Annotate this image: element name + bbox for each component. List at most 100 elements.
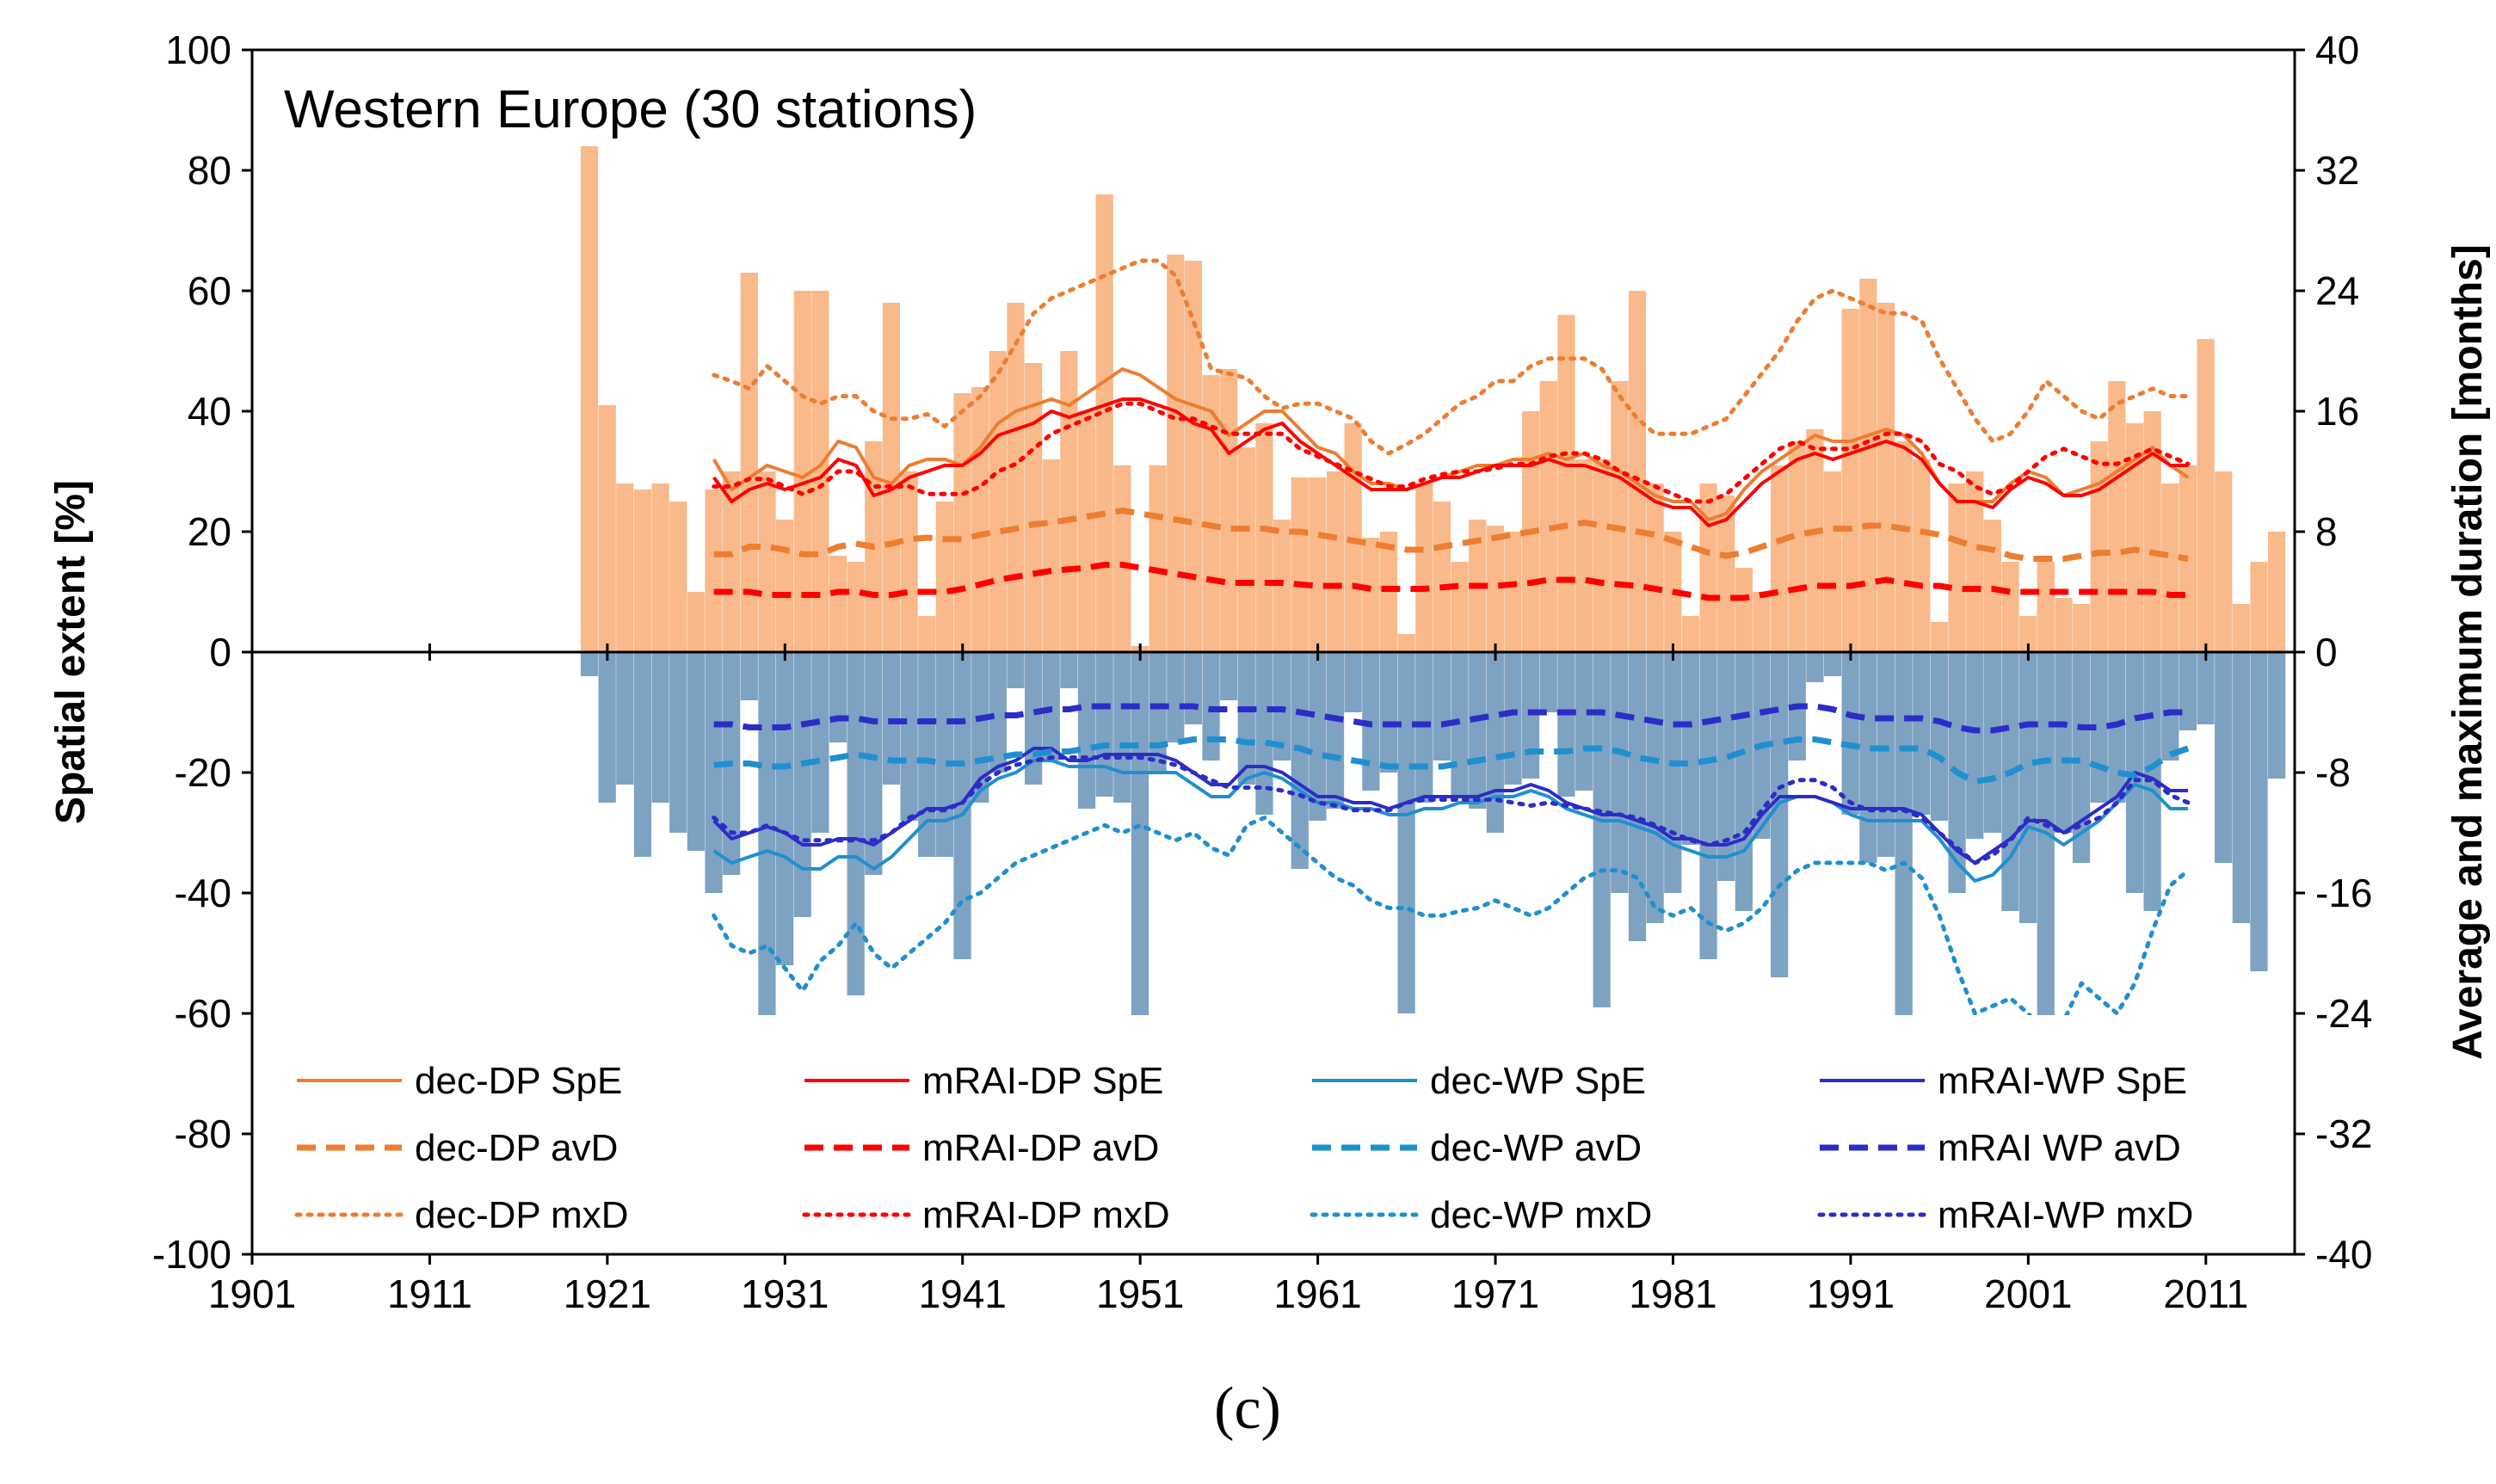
- bar-wp-2000: [2001, 652, 2019, 911]
- bar-wp-1998: [1966, 652, 1984, 839]
- legend-label: mRAI-DP avD: [922, 1127, 1159, 1169]
- bar-wp-1984: [1717, 652, 1735, 881]
- bar-wp-1920: [580, 652, 599, 676]
- bar-wp-1947: [1060, 652, 1078, 688]
- bar-wp-1976: [1575, 652, 1593, 791]
- bar-wp-1995: [1913, 652, 1931, 815]
- bar-dp-1984: [1717, 496, 1735, 652]
- bar-dp-2004: [2072, 604, 2091, 652]
- bar-wp-1939: [918, 652, 936, 857]
- legend-background: [258, 1015, 2289, 1243]
- legend-item: mRAI-DP mxD: [802, 1194, 1170, 1236]
- bar-dp-1990: [1823, 471, 1842, 652]
- bar-wp-1940: [935, 652, 953, 857]
- legend-item: mRAI-WP mxD: [1817, 1194, 2193, 1236]
- y-tick-label: -40: [175, 871, 231, 915]
- x-tick-label: 2001: [1984, 1272, 2072, 1316]
- bar-dp-1954: [1184, 261, 1203, 652]
- bar-wp-1931: [775, 652, 794, 965]
- bar-wp-1922: [616, 652, 634, 785]
- legend: dec-DP SpE mRAI-DP SpE dec-WP SpE mRAI-WP S…: [294, 1060, 2193, 1236]
- bar-wp-2002: [2037, 652, 2055, 1019]
- series-line-dec-dp-mxd: [712, 258, 2191, 456]
- bar-dp-1928: [723, 471, 741, 652]
- bar-wp-1999: [1983, 652, 2001, 833]
- bar-dp-1980: [1646, 483, 1664, 652]
- bar-dp-1971: [1486, 526, 1504, 652]
- bar-wp-1987: [1771, 652, 1789, 977]
- bar-dp-1986: [1753, 592, 1771, 652]
- bar-wp-1989: [1806, 652, 1824, 682]
- y2-tick-label: 24: [2315, 268, 2359, 313]
- y-tick-label: -60: [175, 991, 231, 1036]
- bar-dp-1934: [829, 556, 847, 652]
- bar-dp-1994: [1895, 441, 1913, 652]
- bar-dp-1926: [687, 592, 705, 652]
- y-tick-label: -80: [175, 1111, 231, 1156]
- bar-dp-1997: [1948, 483, 1966, 652]
- bar-wp-1950: [1113, 652, 1131, 803]
- bar-wp-1978: [1611, 652, 1629, 893]
- legend-label: dec-WP mxD: [1430, 1194, 1652, 1236]
- legend-label: mRAI-WP mxD: [1938, 1194, 2193, 1236]
- bar-dp-1946: [1042, 459, 1060, 652]
- legend-item: dec-WP SpE: [1312, 1060, 1646, 1102]
- bar-dp-1950: [1113, 465, 1131, 652]
- bar-dp-1966: [1397, 634, 1415, 652]
- bar-dp-1962: [1326, 471, 1345, 652]
- bar-dp-1989: [1806, 429, 1824, 652]
- series-line-mrai-wp-mxd: [712, 755, 2191, 865]
- y2-tick-label: 32: [2315, 148, 2359, 193]
- bar-dp-1923: [633, 490, 652, 652]
- x-tick-label: 1911: [387, 1272, 472, 1316]
- legend-label: dec-DP mxD: [415, 1194, 629, 1236]
- bar-wp-2011: [2197, 652, 2215, 724]
- bar-dp-2005: [2090, 441, 2108, 652]
- bar-dp-1932: [793, 291, 811, 652]
- y-tick-label: 0: [209, 630, 231, 674]
- bar-dp-1964: [1362, 538, 1380, 652]
- legend-item: dec-DP SpE: [297, 1060, 622, 1102]
- legend-item: dec-WP avD: [1312, 1127, 1642, 1169]
- bar-wp-1962: [1326, 652, 1345, 809]
- bar-wp-1943: [989, 652, 1007, 773]
- bar-wp-1936: [865, 652, 883, 875]
- bar-dp-1953: [1167, 255, 1185, 652]
- bar-dp-1983: [1699, 483, 1717, 652]
- bar-wp-2009: [2161, 652, 2179, 760]
- legend-item: dec-DP avD: [297, 1127, 618, 1169]
- bar-wp-1942: [971, 652, 989, 803]
- bar-wp-1924: [651, 652, 669, 803]
- legend-label: dec-DP SpE: [415, 1060, 622, 1102]
- bar-wp-2014: [2250, 652, 2268, 971]
- bar-dp-1933: [811, 291, 829, 652]
- bar-dp-1969: [1451, 562, 1469, 652]
- bar-wp-1957: [1237, 652, 1255, 785]
- bar-wp-1956: [1220, 652, 1238, 700]
- bar-wp-1961: [1309, 652, 1327, 821]
- bar-dp-1942: [971, 387, 989, 652]
- bar-wp-1926: [687, 652, 705, 851]
- bar-wp-1949: [1095, 652, 1113, 797]
- bar-dp-1944: [1007, 303, 1025, 652]
- bar-wp-1994: [1895, 652, 1913, 1019]
- bar-wp-1921: [598, 652, 616, 803]
- bar-wp-1985: [1735, 652, 1753, 911]
- bar-wp-2013: [2232, 652, 2250, 923]
- bar-dp-1978: [1611, 381, 1629, 652]
- bar-dp-2013: [2232, 604, 2250, 652]
- legend-label: mRAI-WP SpE: [1938, 1060, 2187, 1102]
- legend-label: mRAI-DP SpE: [922, 1060, 1163, 1102]
- bar-dp-1976: [1575, 459, 1593, 652]
- bar-wp-1968: [1433, 652, 1451, 760]
- bar-wp-1941: [953, 652, 971, 959]
- bar-wp-2015: [2268, 652, 2286, 779]
- bar-wp-1946: [1042, 652, 1060, 760]
- x-tick-label: 1901: [208, 1272, 296, 1316]
- bar-wp-2003: [2055, 652, 2073, 833]
- legend-label: mRAI WP avD: [1938, 1127, 2181, 1169]
- bar-wp-2010: [2179, 652, 2197, 730]
- bar-dp-1938: [900, 471, 918, 652]
- figure-caption: (c): [1214, 1376, 1281, 1442]
- bar-dp-1974: [1539, 381, 1557, 652]
